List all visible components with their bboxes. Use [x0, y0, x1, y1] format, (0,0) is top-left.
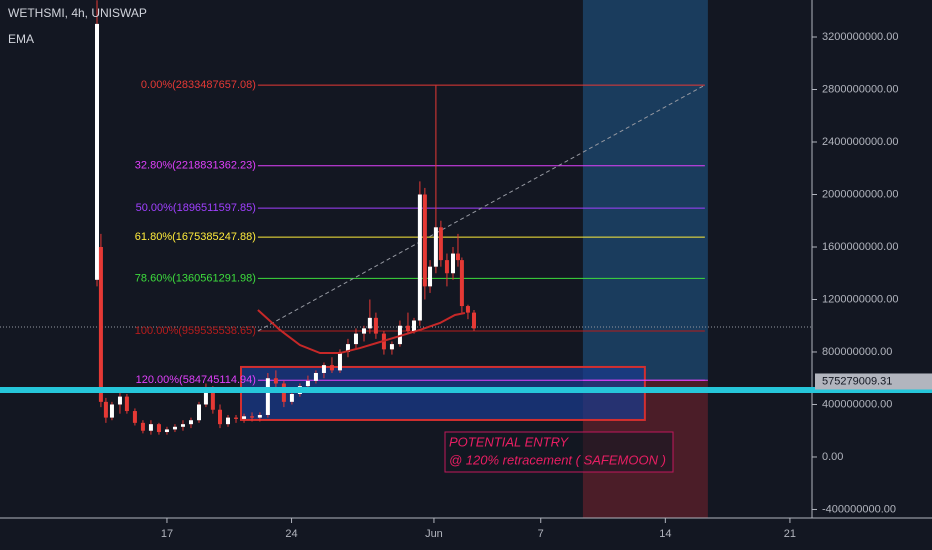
fib-label: 0.00%(2833487657.08): [141, 79, 256, 91]
candle-body: [196, 404, 201, 421]
y-tick-label: 3200000000.00: [822, 31, 898, 43]
candle-body: [289, 393, 294, 402]
candle-body: [172, 426, 177, 430]
price-label: 575279009.31: [822, 375, 892, 387]
candle-body: [188, 420, 193, 425]
y-tick-label: 2800000000.00: [822, 83, 898, 95]
y-tick-label: 2000000000.00: [822, 188, 898, 200]
candle-body: [124, 396, 129, 412]
candle-body: [257, 414, 262, 418]
candle-body: [217, 409, 222, 425]
candle-body: [180, 424, 185, 427]
x-tick-label: Jun: [425, 528, 443, 540]
candle-body: [471, 312, 476, 329]
candle-body: [164, 429, 169, 433]
candle-body: [140, 422, 145, 431]
candle-body: [321, 365, 326, 373]
annotation-text: POTENTIAL ENTRY: [449, 434, 570, 449]
candle-body: [444, 260, 449, 274]
candle-body: [345, 344, 350, 352]
candle-body: [109, 404, 114, 418]
candle-body: [373, 317, 378, 334]
x-tick-label: 24: [285, 528, 297, 540]
candle-body: [455, 253, 460, 261]
y-tick-label: 1200000000.00: [822, 293, 898, 305]
candle-body: [428, 266, 433, 287]
candle-body: [250, 416, 255, 418]
candle-body: [438, 227, 443, 261]
candle-body: [367, 317, 372, 329]
y-tick-label: 2400000000.00: [822, 136, 898, 148]
candle-body: [389, 344, 394, 350]
y-tick-label: 1600000000.00: [822, 241, 898, 253]
candle-body: [98, 246, 103, 402]
plot-area: 0.00%(2833487657.08) 32.80%(2218831362.23…: [0, 0, 812, 518]
candle-body: [265, 378, 270, 415]
candle-body: [203, 388, 208, 405]
candle-body: [337, 351, 342, 371]
candle-body: [234, 417, 239, 419]
indicator-label: EMA: [8, 32, 34, 46]
chart-title: WETHSMI, 4h, UNISWAP: [8, 6, 147, 20]
candle-body: [459, 260, 464, 307]
candle-body: [465, 306, 470, 313]
x-tick-label: 7: [538, 528, 544, 540]
x-tick-label: 14: [659, 528, 671, 540]
y-tick-label: 800000000.00: [822, 346, 892, 358]
y-tick-label: 400000000.00: [822, 398, 892, 410]
y-tick-label: -400000000.00: [822, 503, 896, 515]
fib-label: 78.60%(1360561291.98): [135, 272, 256, 284]
candle-body: [95, 23, 100, 280]
candle-body: [397, 325, 402, 345]
price-label-box: [815, 373, 932, 390]
candle-body: [305, 380, 310, 387]
candle-body: [156, 424, 161, 433]
candle-body: [273, 378, 278, 384]
x-tick-label: 21: [784, 528, 796, 540]
candle-body: [405, 325, 410, 331]
candle-body: [103, 401, 108, 418]
candle-body: [148, 424, 153, 431]
candle-body: [412, 320, 417, 331]
annotation-text: @ 120% retracement ( SAFEMOON ): [449, 452, 666, 467]
fib-label: 100.00%(959535538.65): [135, 325, 256, 337]
candle-body: [450, 253, 455, 274]
fib-label: 61.80%(1675385247.88): [135, 231, 256, 243]
candle-body: [117, 396, 122, 405]
x-tick-label: 17: [161, 528, 173, 540]
candle-body: [313, 372, 318, 381]
fib-label: 50.00%(1896511597.85): [136, 202, 256, 214]
candle-body: [422, 194, 427, 287]
fib-label: 32.80%(2218831362.23): [135, 160, 256, 172]
annotation-box: [444, 431, 674, 473]
candle-body: [329, 365, 334, 371]
trend-line: [257, 84, 706, 332]
fib-label: 120.00%(584745114.94): [136, 374, 256, 386]
y-tick-label: 0.00: [822, 451, 843, 463]
candle-body: [417, 194, 422, 321]
candle-body: [242, 416, 247, 419]
candle-body: [361, 328, 366, 334]
candle-body: [433, 227, 438, 267]
candle-body: [353, 333, 358, 345]
candle-body: [132, 411, 137, 423]
position-target: [582, 0, 708, 381]
candle-body: [210, 388, 215, 410]
candle-body: [226, 417, 231, 425]
ema-line: [257, 309, 466, 355]
